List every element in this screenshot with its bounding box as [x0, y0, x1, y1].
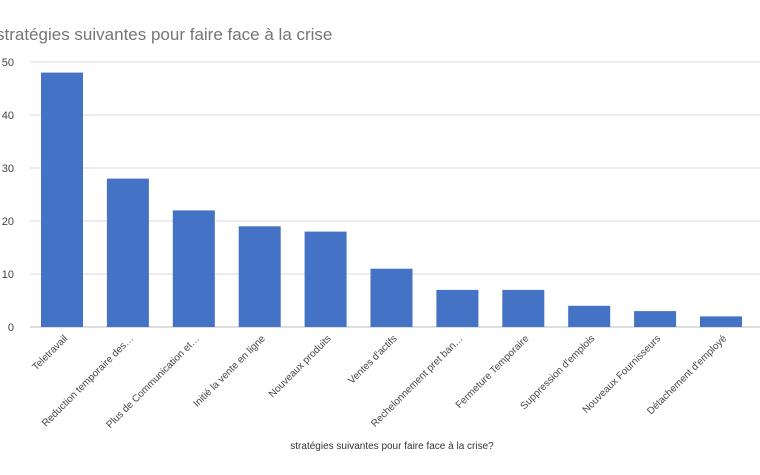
- bar: [370, 268, 413, 327]
- bars: [41, 72, 742, 327]
- bar: [304, 231, 347, 327]
- x-tick-label: Fermeture Temporaire: [454, 333, 532, 411]
- bar: [172, 210, 215, 327]
- bar: [502, 289, 545, 327]
- y-tick-label: 50: [2, 57, 14, 69]
- y-axis-ticks: 0 10 20 30 40 50: [2, 57, 14, 334]
- x-tick-label: Nouveaux produits: [267, 333, 334, 400]
- bar: [568, 305, 611, 327]
- y-tick-label: 10: [2, 269, 14, 281]
- bar: [238, 226, 281, 327]
- x-tick-label: Initié la vente en ligne: [192, 333, 268, 409]
- bar: [41, 72, 83, 327]
- x-tick-label: Ventes d'actifs: [346, 333, 399, 386]
- x-axis-label: stratégies suivantes pour faire face à l…: [290, 441, 494, 452]
- bar: [634, 311, 677, 327]
- chart-title: stratégies suivantes pour faire face à l…: [0, 25, 332, 44]
- y-tick-label: 40: [2, 110, 14, 122]
- bar: [700, 316, 742, 327]
- y-tick-label: 30: [2, 163, 14, 175]
- y-tick-label: 0: [8, 322, 14, 334]
- x-tick-label: Suppression d'emplois: [519, 333, 598, 412]
- bar: [106, 178, 149, 327]
- bar: [436, 289, 479, 327]
- y-tick-label: 20: [2, 216, 14, 228]
- x-tick-label: Teletravail: [31, 333, 71, 373]
